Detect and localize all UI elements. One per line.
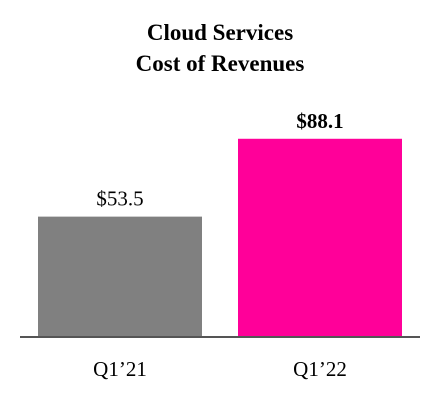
bar-1	[38, 216, 202, 337]
x-tick-label-1: Q1’21	[93, 357, 147, 381]
chart-title-line-1: Cloud Services	[146, 20, 294, 45]
chart-title: Cloud Services Cost of Revenues	[0, 17, 440, 79]
bar-value-label-1: $53.5	[96, 187, 143, 211]
bar-2	[238, 138, 402, 337]
bar-value-label-2: $88.1	[296, 109, 343, 133]
chart-title-line-2: Cost of Revenues	[135, 51, 305, 76]
x-tick-label-2: Q1’22	[293, 357, 347, 381]
